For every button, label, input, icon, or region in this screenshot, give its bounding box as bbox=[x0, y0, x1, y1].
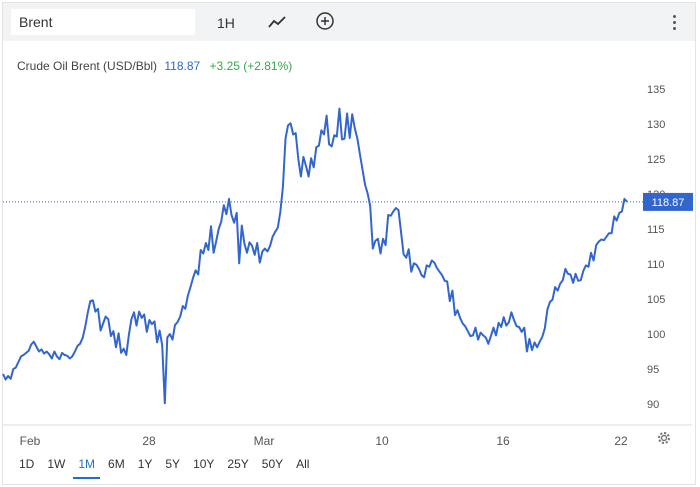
range-selector: 1D 1W 1M 6M 1Y 5Y 10Y 25Y 50Y All bbox=[14, 456, 317, 479]
price-change: +3.25 (+2.81%) bbox=[209, 59, 293, 73]
symbol-search-input[interactable]: Brent bbox=[11, 9, 195, 35]
last-price-tag bbox=[643, 192, 693, 211]
x-tick-label: 28 bbox=[142, 434, 156, 448]
chart-type-button[interactable] bbox=[267, 12, 287, 36]
plus-circle-icon bbox=[316, 12, 334, 30]
x-tick-label: 22 bbox=[614, 434, 628, 448]
y-tick-label: 115 bbox=[647, 224, 665, 236]
range-button-all[interactable]: All bbox=[296, 457, 310, 471]
last-price-tag-label: 118.87 bbox=[652, 197, 685, 209]
range-button-1w[interactable]: 1W bbox=[47, 457, 66, 471]
line-chart-icon bbox=[268, 16, 286, 28]
y-tick-label: 130 bbox=[647, 119, 665, 131]
x-tick-label: Feb bbox=[20, 434, 41, 448]
y-tick-label: 135 bbox=[647, 84, 665, 96]
range-button-25y[interactable]: 25Y bbox=[227, 457, 249, 471]
range-button-1d[interactable]: 1D bbox=[19, 457, 35, 471]
more-vert-icon[interactable] bbox=[673, 15, 677, 33]
x-tick-label: Mar bbox=[254, 434, 275, 448]
settings-gear-icon[interactable] bbox=[656, 430, 672, 446]
range-button-1y[interactable]: 1Y bbox=[137, 457, 153, 471]
range-button-5y[interactable]: 5Y bbox=[165, 457, 181, 471]
x-tick-label: 16 bbox=[496, 434, 510, 448]
range-button-50y[interactable]: 50Y bbox=[261, 457, 284, 471]
y-tick-label: 95 bbox=[647, 364, 659, 376]
range-button-1m[interactable]: 1M bbox=[73, 456, 100, 479]
instrument-name: Crude Oil Brent (USD/Bbl) bbox=[17, 59, 158, 73]
interval-button[interactable]: 1H bbox=[217, 15, 235, 31]
add-comparison-button[interactable] bbox=[315, 11, 335, 35]
price-series-line bbox=[2, 107, 628, 405]
y-tick-label: 110 bbox=[647, 259, 665, 271]
toolbar: Brent 1H bbox=[3, 3, 695, 41]
y-tick-label: 90 bbox=[647, 399, 659, 411]
range-button-10y[interactable]: 10Y bbox=[193, 457, 215, 471]
quote-header: Crude Oil Brent (USD/Bbl) 118.87 +3.25 (… bbox=[17, 59, 292, 73]
y-tick-label: 105 bbox=[647, 294, 665, 306]
range-button-6m[interactable]: 6M bbox=[108, 457, 125, 471]
y-tick-label: 100 bbox=[647, 329, 665, 341]
last-price: 118.87 bbox=[164, 59, 201, 73]
x-tick-label: 10 bbox=[375, 434, 389, 448]
y-tick-label: 125 bbox=[647, 154, 665, 166]
